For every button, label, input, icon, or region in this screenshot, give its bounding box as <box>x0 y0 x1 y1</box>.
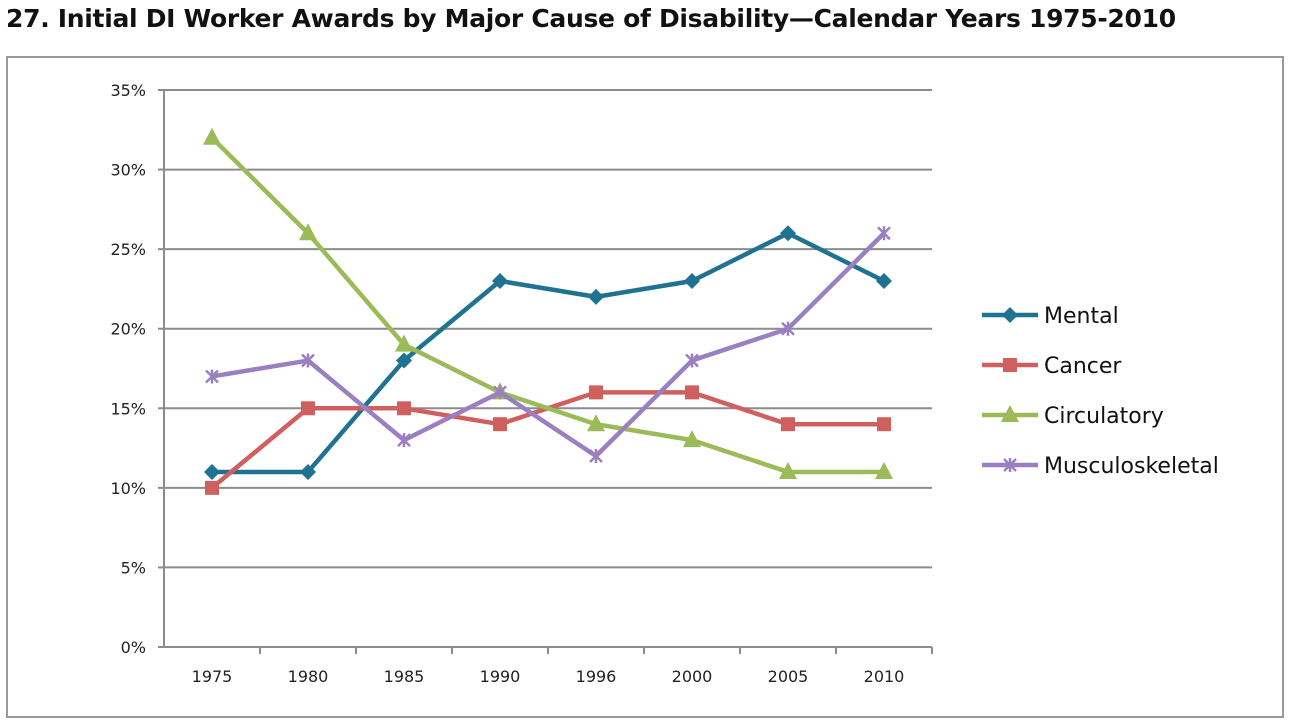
series-line-musculoskeletal <box>211 231 886 459</box>
data-point-mental <box>684 272 700 289</box>
legend-label-circulatory: Circulatory <box>1044 404 1164 429</box>
data-point-circulatory <box>587 414 605 432</box>
data-point-mental <box>492 272 508 289</box>
data-point-mental <box>876 272 892 289</box>
data-point-cancer <box>877 417 891 432</box>
data-point-musculoskeletal <box>877 226 891 241</box>
x-tick-label: 1980 <box>288 667 329 686</box>
legend-label-musculoskeletal: Musculoskeletal <box>1044 454 1219 479</box>
data-point-cancer <box>589 385 603 400</box>
data-point-circulatory <box>299 223 317 241</box>
data-point-circulatory <box>779 461 797 479</box>
data-point-cancer <box>205 480 219 495</box>
data-point-mental <box>780 225 796 242</box>
data-point-circulatory <box>683 430 701 448</box>
data-point-cancer <box>397 401 411 416</box>
data-point-circulatory <box>395 334 413 352</box>
legend-label-cancer: Cancer <box>1044 354 1122 379</box>
x-tick-label: 2000 <box>672 667 713 686</box>
y-tick-label: 20% <box>110 320 146 339</box>
data-point-circulatory <box>875 461 893 479</box>
data-point-mental <box>204 463 220 480</box>
data-point-cancer <box>685 385 699 400</box>
x-tick-label: 2005 <box>768 667 809 686</box>
data-point-musculoskeletal <box>781 321 795 336</box>
data-point-musculoskeletal <box>205 369 219 384</box>
data-point-musculoskeletal <box>301 353 315 368</box>
data-point-circulatory <box>203 127 221 145</box>
y-tick-label: 10% <box>110 479 146 498</box>
y-tick-label: 15% <box>110 399 146 418</box>
y-tick-label: 35% <box>110 81 146 100</box>
data-point-mental <box>300 463 316 480</box>
x-tick-label: 1996 <box>576 667 617 686</box>
x-tick-label: 1985 <box>384 667 425 686</box>
data-point-musculoskeletal <box>589 449 603 464</box>
y-tick-label: 25% <box>110 240 146 259</box>
series-line-circulatory <box>210 136 884 475</box>
y-tick-label: 0% <box>121 638 146 657</box>
data-point-musculoskeletal <box>397 433 411 448</box>
y-tick-label: 5% <box>121 558 146 577</box>
series-line-mental <box>212 230 886 475</box>
chart-title: 27. Initial DI Worker Awards by Major Ca… <box>6 4 1176 33</box>
chart-border <box>6 56 1284 718</box>
legend-marker-circulatory <box>1001 405 1019 422</box>
data-point-cancer <box>493 417 507 432</box>
y-tick-label: 30% <box>110 161 146 180</box>
data-point-mental <box>396 352 412 369</box>
data-point-mental <box>588 288 604 305</box>
legend-marker-musculoskeletal <box>1003 458 1017 472</box>
data-point-cancer <box>301 401 315 416</box>
data-point-musculoskeletal <box>493 385 507 400</box>
legend-marker-cancer <box>1003 358 1017 372</box>
x-tick-label: 1975 <box>192 667 233 686</box>
legend-marker-mental <box>1002 307 1018 323</box>
x-tick-label: 2010 <box>864 667 905 686</box>
data-point-musculoskeletal <box>685 353 699 368</box>
legend-label-mental: Mental <box>1044 304 1119 329</box>
x-tick-label: 1990 <box>480 667 521 686</box>
data-point-cancer <box>781 417 795 432</box>
